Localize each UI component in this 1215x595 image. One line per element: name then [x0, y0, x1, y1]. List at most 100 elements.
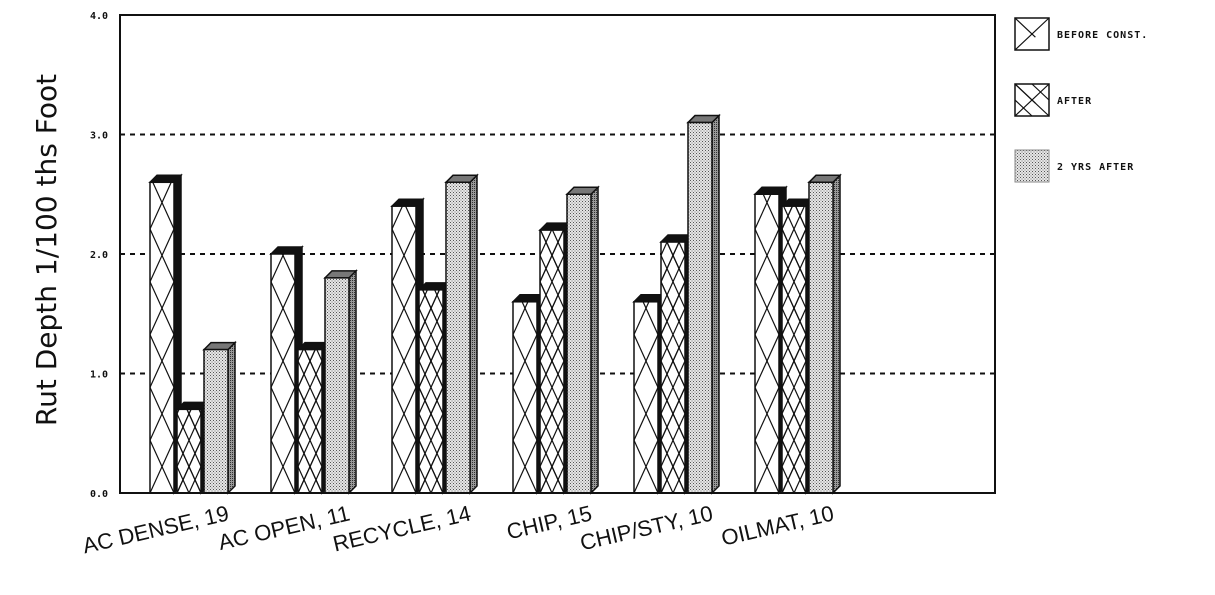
bar-side-face — [227, 340, 236, 495]
bar-hatch — [793, 205, 805, 230]
bar-hatch — [781, 360, 795, 388]
bar-hatch — [149, 182, 172, 230]
bar-side-face — [348, 269, 357, 495]
bar-hatch — [391, 439, 417, 494]
legend-hatch — [1014, 17, 1036, 38]
bar-hatch — [539, 281, 553, 309]
bar-hatch — [672, 413, 686, 441]
bar-hatch — [793, 307, 807, 335]
bar-hatch — [551, 255, 565, 283]
bar-hatch — [418, 387, 432, 415]
bar-hatch — [678, 241, 686, 256]
x-category-label: AC DENSE, 19 — [80, 501, 231, 559]
bar-hatch — [512, 387, 538, 441]
bar-hatch — [551, 360, 565, 388]
bar-hatch — [539, 413, 553, 441]
y-tick-label: 4.0 — [90, 11, 108, 22]
bar-hatch — [781, 255, 795, 283]
bar-hatch — [781, 334, 795, 362]
y-tick-label: 1.0 — [90, 370, 108, 381]
x-category-label: AC OPEN, 11 — [216, 501, 352, 556]
bar-hatch — [672, 466, 686, 494]
bar-hatch — [418, 413, 432, 441]
y-tick-label: 2.0 — [90, 250, 108, 261]
legend-item: 2 YRS AFTER — [1014, 149, 1134, 183]
bar-hatch — [418, 289, 428, 309]
bar-hatch — [304, 349, 311, 362]
legend-label: 2 YRS AFTER — [1057, 162, 1134, 173]
y-tick-labels: 0.0 1.0 2.0 3.0 4.0 — [90, 11, 108, 500]
bar-hatch — [430, 334, 444, 362]
bar-hatch — [149, 387, 175, 441]
bar-hatch — [672, 281, 686, 309]
legend-item: AFTER — [1014, 83, 1091, 117]
bar-hatch — [551, 413, 565, 441]
bar-front-face — [633, 301, 659, 494]
plot-border — [119, 14, 996, 494]
bar-front-face — [566, 193, 592, 494]
plot-frame — [119, 14, 996, 494]
bar-hatch — [188, 466, 202, 494]
bar-hatch — [391, 387, 417, 441]
bar-hatch — [551, 334, 565, 362]
bar-hatch — [660, 466, 674, 494]
bar-hatch — [149, 439, 175, 494]
bar-hatch — [672, 360, 686, 388]
bar-hatch — [551, 439, 565, 467]
bar-hatch — [672, 307, 686, 335]
bar-hatch — [430, 289, 440, 309]
bar-front-face — [203, 348, 229, 494]
bar-hatch — [297, 349, 304, 362]
legend-hatch — [1014, 83, 1050, 117]
bar-hatch — [660, 387, 674, 415]
bar-hatch — [660, 360, 674, 388]
bar-hatch — [754, 194, 772, 230]
bar-hatch — [793, 228, 807, 256]
bar-0-0 — [148, 173, 183, 495]
bar-hatch — [176, 466, 190, 494]
bar-hatch — [660, 439, 674, 467]
bar-hatch — [281, 253, 296, 283]
bar-hatch — [642, 301, 659, 335]
bar-front-face — [512, 301, 538, 494]
bar-hatch — [793, 255, 807, 283]
bar-hatch — [430, 387, 444, 415]
bar-hatch — [418, 360, 432, 388]
bar-hatch — [152, 182, 175, 230]
bar-hatch — [418, 307, 432, 335]
bar-hatch — [793, 466, 807, 494]
bar-hatch — [430, 466, 444, 494]
bar-hatch — [512, 334, 538, 388]
bar-0-5 — [753, 185, 788, 495]
legend-label: BEFORE CONST. — [1057, 30, 1148, 41]
bar-hatch — [297, 360, 311, 388]
bar-hatch — [633, 334, 659, 388]
bar-front-face — [687, 121, 713, 494]
bar-front-face — [391, 205, 417, 494]
bar-hatch — [512, 439, 538, 494]
bar-hatch — [391, 334, 417, 388]
bar-hatch — [176, 413, 190, 441]
legend-hatch — [1031, 83, 1050, 101]
bar-hatch — [781, 466, 795, 494]
bar-hatch — [672, 334, 686, 362]
bar-hatch — [270, 387, 296, 441]
bar-hatch — [309, 387, 323, 415]
bar-hatch — [391, 281, 417, 335]
bar-hatch — [539, 387, 553, 415]
bar-hatch — [297, 387, 311, 415]
bar-front-face — [149, 181, 175, 494]
bar-hatch — [660, 281, 674, 309]
bar-hatch — [297, 466, 311, 494]
legend-item: BEFORE CONST. — [1014, 17, 1148, 51]
bar-hatch — [672, 387, 686, 415]
bar-front-face — [418, 289, 444, 494]
bar-hatch — [149, 228, 175, 283]
bar-hatch — [539, 439, 553, 467]
bar-2-0 — [202, 340, 237, 495]
bar-2-2 — [444, 173, 479, 495]
bar-0-2 — [390, 197, 425, 495]
bar-2-1 — [323, 269, 358, 495]
bar-hatch — [186, 409, 190, 415]
